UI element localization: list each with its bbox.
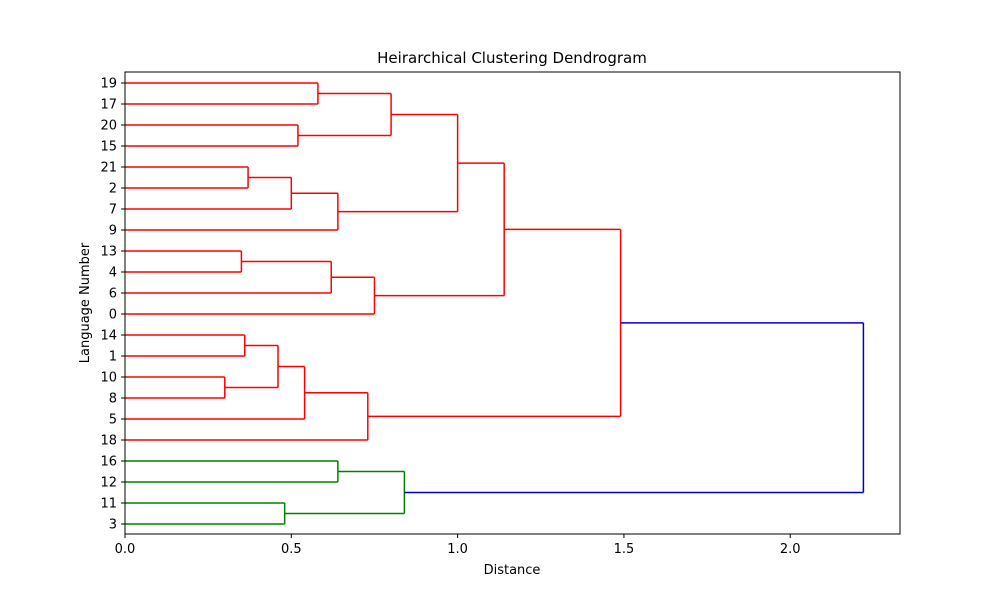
x-tick-label: 0.5: [281, 542, 302, 557]
y-tick-label: 11: [100, 497, 117, 512]
y-tick-label: 21: [100, 161, 117, 176]
y-tick-label: 7: [109, 203, 117, 218]
y-tick-label: 10: [100, 371, 117, 386]
plot-frame: [124, 71, 901, 535]
y-tick-label: 9: [109, 224, 117, 239]
dendrogram-links: [125, 82, 865, 525]
y-tick-label: 4: [109, 266, 117, 281]
y-tick-label: 20: [100, 119, 117, 134]
x-axis-title: Distance: [484, 563, 541, 578]
y-tick-label: 16: [100, 455, 117, 470]
y-tick-label: 17: [100, 98, 117, 113]
y-tick-label: 13: [100, 245, 117, 260]
y-tick-label: 8: [109, 392, 117, 407]
y-tick-label: 5: [109, 413, 117, 428]
y-tick-label: 19: [100, 77, 117, 92]
x-tick-label: 1.0: [447, 542, 468, 557]
x-tick-label: 1.5: [614, 542, 635, 557]
x-tick-label: 2.0: [780, 542, 801, 557]
y-tick-label: 1: [109, 350, 117, 365]
x-axis: 0.0 0.5 1.0 1.5 2.0: [115, 534, 801, 557]
chart-title: Heirarchical Clustering Dendrogram: [377, 49, 647, 67]
y-tick-label: 18: [100, 434, 117, 449]
y-tick-label: 14: [100, 329, 117, 344]
y-tick-label: 3: [109, 518, 117, 533]
y-axis-title: Language Number: [78, 242, 93, 363]
y-tick-label: 2: [109, 182, 117, 197]
y-tick-label: 0: [109, 308, 117, 323]
x-tick-label: 0.0: [115, 542, 136, 557]
y-tick-label: 6: [109, 287, 117, 302]
y-tick-label: 12: [100, 476, 117, 491]
y-tick-label: 15: [100, 140, 117, 155]
